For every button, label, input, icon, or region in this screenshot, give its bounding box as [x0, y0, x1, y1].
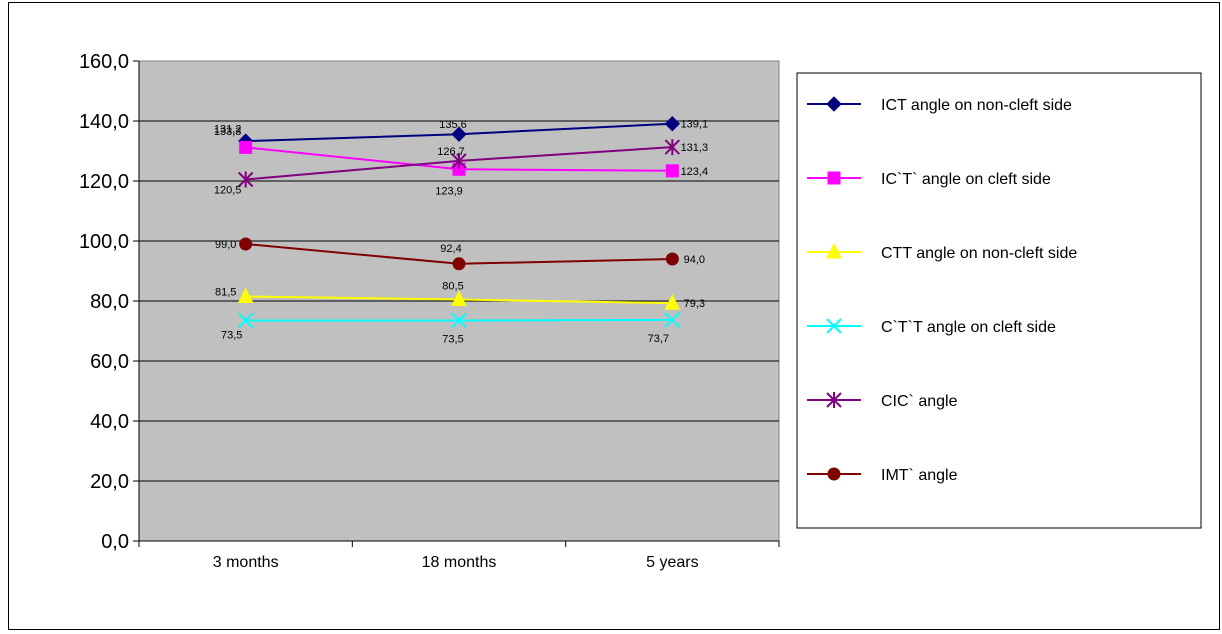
legend-label: C`T`T angle on cleft side: [881, 319, 1056, 336]
data-point-marker: [664, 312, 681, 328]
data-point-marker: [239, 237, 253, 251]
line-chart: 0,0 20,0 40,0 60,0 80,0 100,0 120,0 140,0 160,0 3…: [79, 51, 1202, 571]
data-label: 81,5: [215, 287, 236, 299]
legend: ICT angle on non-cleft side IC`T` angle o…: [796, 72, 1202, 529]
legend-box: [796, 72, 1202, 529]
data-label: 139,1: [681, 119, 709, 131]
data-label: 94,0: [684, 254, 705, 266]
legend-label: IMT` angle: [881, 467, 958, 484]
legend-label: CIC` angle: [881, 393, 958, 410]
data-point-marker: [826, 242, 842, 259]
data-point-marker: [826, 318, 842, 334]
data-label: 135,6: [439, 119, 467, 131]
data-label: 120,5: [214, 185, 242, 197]
data-point-marker: [237, 171, 254, 188]
y-tick-label: 60,0: [90, 351, 129, 373]
data-point-marker: [665, 252, 679, 266]
y-tick-label: 80,0: [90, 291, 129, 313]
data-label: 123,9: [435, 185, 463, 197]
data-label: 123,4: [681, 166, 709, 178]
data-point-marker: [452, 257, 466, 271]
series-6: [239, 237, 679, 271]
y-tick-label: 140,0: [79, 111, 129, 133]
data-point-marker: [664, 115, 681, 132]
series-lines: [237, 115, 681, 329]
y-tick-label: 160,0: [79, 51, 129, 73]
data-point-marker: [664, 139, 681, 156]
legend-label: ICT angle on non-cleft side: [881, 97, 1072, 114]
y-tick-label: 120,0: [79, 171, 129, 193]
legend-item: ICT angle on non-cleft side: [807, 96, 1072, 114]
data-label: 99,0: [215, 239, 236, 251]
data-label: 126,7: [437, 146, 465, 158]
data-point-marker: [826, 392, 842, 408]
chart-frame: 0,0 20,0 40,0 60,0 80,0 100,0 120,0 140,0 160,0 3…: [8, 2, 1220, 630]
data-point-marker: [451, 312, 467, 329]
x-tick-label: 5 years: [646, 554, 698, 571]
data-point-marker: [665, 164, 679, 178]
legend-label: IC`T` angle on cleft side: [881, 171, 1051, 188]
data-labels: 133,3 135,6 139,1 131,2 123,9 123,4 81,5 80,5 79…: [214, 119, 708, 346]
data-label: 79,3: [684, 298, 705, 310]
series-3: [237, 287, 681, 310]
data-point-marker: [826, 96, 842, 112]
y-tick-label: 100,0: [79, 231, 129, 253]
data-label: 131,2: [214, 123, 242, 135]
legend-item: CIC` angle: [807, 392, 958, 410]
data-point-marker: [239, 140, 253, 154]
data-point-marker: [827, 171, 841, 185]
legend-item: CTT angle on non-cleft side: [807, 242, 1077, 262]
data-point-marker: [664, 293, 681, 310]
series-2: [239, 140, 679, 178]
data-point-marker: [451, 126, 467, 142]
data-point-marker: [451, 290, 467, 306]
series-5: [237, 139, 681, 188]
data-point-marker: [237, 312, 254, 329]
data-label: 80,5: [442, 281, 463, 293]
series-4: [237, 312, 681, 329]
axes: 0,0 20,0 40,0 60,0 80,0 100,0 120,0 140,0 160,0 3…: [79, 51, 780, 571]
y-tick-label: 20,0: [90, 471, 129, 493]
x-tick-label: 3 months: [213, 554, 279, 571]
legend-item: IC`T` angle on cleft side: [807, 171, 1051, 188]
y-tick-label: 40,0: [90, 411, 129, 433]
y-tick-label: 0,0: [101, 531, 129, 553]
data-label: 133,3: [214, 126, 242, 138]
data-label: 73,5: [442, 334, 463, 346]
x-tick-label: 18 months: [422, 554, 497, 571]
data-label: 73,7: [648, 333, 669, 345]
legend-item: C`T`T angle on cleft side: [807, 318, 1056, 336]
data-label: 92,4: [440, 243, 461, 255]
legend-item: IMT` angle: [807, 467, 958, 484]
data-point-marker: [827, 467, 841, 481]
data-label: 73,5: [221, 330, 242, 342]
data-label: 131,3: [681, 142, 709, 154]
legend-label: CTT angle on non-cleft side: [881, 245, 1077, 262]
data-point-marker: [237, 287, 254, 303]
data-point-marker: [451, 152, 467, 169]
